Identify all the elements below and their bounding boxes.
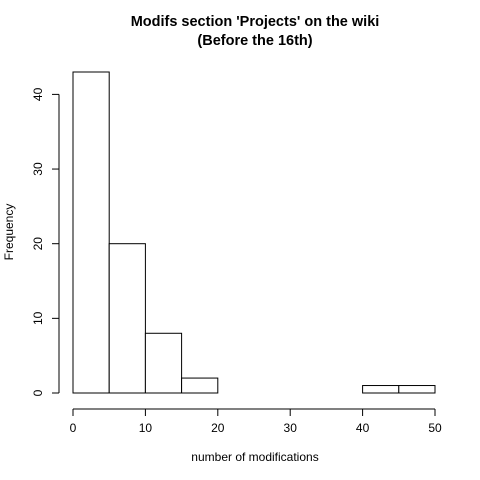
x-tick-label: 50: [428, 421, 442, 435]
histogram-bars: [72, 71, 436, 394]
x-tick-label: 30: [284, 421, 298, 435]
histogram-bar-10-15: [144, 332, 183, 394]
histogram-bar-40-45: [362, 385, 400, 394]
chart-title: Modifs section 'Projects' on the wiki: [131, 14, 380, 30]
histogram-bar-0-5: [72, 71, 110, 394]
x-axis-label: number of modifications: [191, 450, 318, 464]
y-tick-label: 0: [31, 389, 45, 396]
x-axis: 0 10 20 30 40 50: [70, 408, 442, 435]
histogram-bar-45-50: [398, 385, 436, 394]
x-tick-label: 40: [356, 421, 370, 435]
y-tick-label: 10: [31, 311, 45, 325]
y-tick-label: 30: [31, 162, 45, 176]
x-tick-label: 10: [139, 421, 153, 435]
y-axis: 0 10 20 30 40: [31, 87, 60, 396]
y-tick-label: 40: [31, 87, 45, 101]
histogram-bar-15-20: [181, 377, 219, 394]
y-tick-label: 20: [31, 237, 45, 251]
chart-subtitle: (Before the 16th): [197, 33, 312, 49]
x-tick-label: 0: [70, 421, 77, 435]
histogram-bar-5-10: [108, 243, 146, 394]
y-axis-label: Frequency: [2, 204, 16, 261]
x-tick-label: 20: [211, 421, 225, 435]
